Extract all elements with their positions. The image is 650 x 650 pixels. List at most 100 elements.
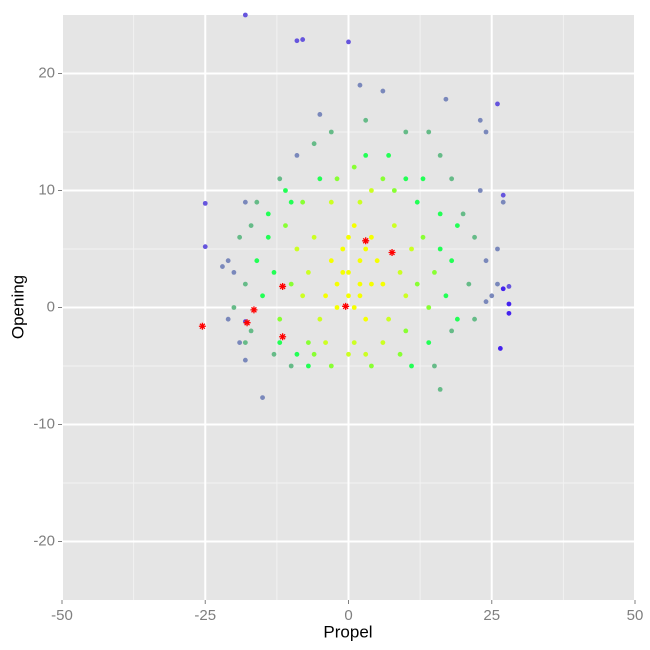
point bbox=[242, 281, 248, 287]
point bbox=[357, 199, 363, 205]
y-tick-label: 10 bbox=[38, 181, 55, 198]
point bbox=[248, 328, 254, 334]
point bbox=[363, 117, 369, 123]
point bbox=[334, 305, 340, 310]
point bbox=[242, 357, 248, 363]
point bbox=[369, 234, 374, 240]
point bbox=[254, 199, 260, 205]
point bbox=[271, 270, 277, 275]
point bbox=[305, 363, 311, 369]
point bbox=[388, 249, 396, 257]
point bbox=[497, 346, 503, 351]
point bbox=[437, 153, 443, 158]
point bbox=[202, 200, 208, 206]
point bbox=[237, 340, 243, 345]
point bbox=[443, 293, 449, 299]
point bbox=[311, 351, 317, 357]
point bbox=[346, 270, 351, 275]
point bbox=[323, 340, 328, 345]
y-tick-label: 0 bbox=[47, 298, 55, 315]
point bbox=[357, 281, 363, 287]
point bbox=[260, 395, 265, 400]
point bbox=[277, 176, 283, 182]
point bbox=[357, 258, 363, 264]
point bbox=[225, 316, 231, 322]
point bbox=[414, 281, 420, 287]
point bbox=[288, 199, 294, 205]
y-tick-label: -10 bbox=[33, 415, 55, 432]
point bbox=[380, 340, 386, 345]
point bbox=[420, 176, 426, 182]
point bbox=[351, 223, 357, 229]
point bbox=[323, 293, 328, 299]
point bbox=[466, 281, 472, 287]
point bbox=[202, 244, 208, 250]
point bbox=[426, 305, 432, 310]
point bbox=[449, 328, 455, 334]
point bbox=[369, 363, 374, 369]
point bbox=[454, 316, 460, 322]
grid bbox=[61, 15, 636, 600]
point bbox=[351, 340, 357, 345]
x-tick-label: -25 bbox=[194, 607, 216, 624]
point bbox=[317, 112, 323, 117]
point bbox=[237, 234, 243, 240]
point bbox=[242, 199, 248, 205]
point bbox=[472, 316, 477, 322]
point bbox=[340, 270, 346, 275]
point bbox=[279, 282, 287, 290]
point bbox=[271, 351, 277, 357]
x-tick-label: 50 bbox=[627, 607, 644, 624]
point bbox=[506, 301, 512, 307]
point bbox=[225, 258, 231, 264]
point bbox=[369, 281, 374, 287]
point bbox=[506, 310, 512, 316]
point bbox=[243, 319, 251, 327]
point bbox=[506, 284, 512, 289]
point bbox=[363, 316, 369, 322]
point bbox=[397, 351, 403, 357]
point bbox=[357, 82, 363, 88]
point bbox=[483, 129, 489, 135]
point bbox=[346, 293, 351, 299]
point bbox=[294, 153, 300, 158]
point bbox=[328, 363, 334, 369]
point bbox=[242, 340, 248, 345]
points bbox=[198, 12, 512, 400]
point bbox=[362, 237, 370, 245]
point bbox=[198, 322, 206, 330]
point bbox=[277, 316, 283, 322]
point bbox=[495, 246, 500, 252]
point bbox=[311, 234, 317, 240]
point bbox=[311, 141, 317, 147]
point bbox=[454, 223, 460, 229]
point bbox=[231, 270, 237, 275]
y-tick-label: 20 bbox=[38, 64, 55, 81]
point bbox=[342, 302, 350, 310]
point bbox=[489, 293, 495, 299]
point bbox=[265, 211, 271, 217]
point bbox=[437, 387, 443, 392]
point bbox=[403, 293, 409, 299]
point bbox=[403, 328, 409, 334]
point bbox=[220, 264, 225, 269]
point bbox=[380, 176, 386, 182]
point bbox=[363, 351, 369, 357]
point bbox=[357, 293, 363, 299]
x-tick-label: 0 bbox=[344, 607, 352, 624]
point bbox=[346, 39, 351, 45]
point bbox=[294, 38, 300, 44]
point bbox=[254, 258, 260, 264]
point bbox=[397, 270, 403, 275]
point bbox=[265, 234, 271, 240]
point bbox=[340, 246, 346, 252]
point bbox=[231, 305, 237, 310]
point bbox=[288, 281, 294, 287]
point bbox=[386, 316, 392, 322]
point bbox=[242, 12, 248, 18]
point bbox=[283, 223, 288, 229]
point bbox=[409, 363, 414, 369]
point bbox=[351, 164, 357, 170]
point bbox=[443, 96, 449, 102]
